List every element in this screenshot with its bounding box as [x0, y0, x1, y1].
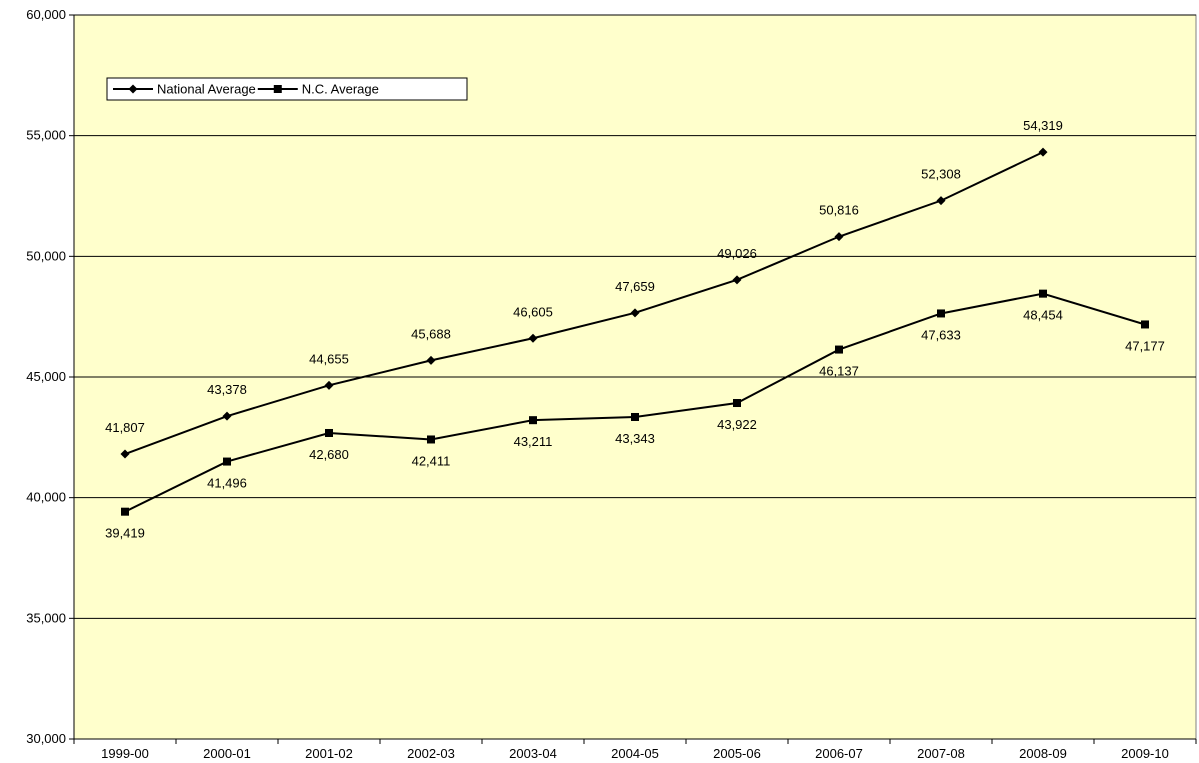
x-tick-label: 2004-05 — [611, 746, 659, 761]
nc-average-point — [325, 428, 333, 437]
x-tick-label: 1999-00 — [101, 746, 149, 761]
national-average-point — [324, 380, 334, 390]
legend-marker — [128, 84, 138, 94]
data-label: 54,319 — [1023, 118, 1063, 133]
y-tick-label: 55,000 — [26, 128, 66, 143]
data-label: 44,655 — [309, 351, 349, 366]
data-label: 47,633 — [921, 327, 961, 342]
nc-average-point — [427, 435, 435, 444]
national-average-point — [834, 232, 844, 242]
nc-average-point — [835, 345, 843, 354]
national-average-point — [732, 275, 742, 285]
nc-average-point — [1141, 320, 1149, 329]
legend-entry: National Average — [113, 82, 256, 97]
x-tick-label: 2001-02 — [305, 746, 353, 761]
data-label: 39,419 — [105, 526, 145, 541]
legend-label: National Average — [157, 82, 256, 97]
nc-average-point — [121, 507, 129, 516]
data-label: 42,411 — [412, 453, 451, 468]
national-average-point — [936, 196, 946, 206]
x-tick-label: 2005-06 — [713, 746, 761, 761]
series-group — [120, 147, 1149, 516]
data-label: 41,496 — [207, 476, 247, 491]
data-label: 52,308 — [921, 167, 961, 182]
y-tick-label: 30,000 — [26, 731, 66, 746]
data-labels: 41,807 43,378 44,655 45,688 46,605 47,659 49,0… — [105, 118, 1165, 541]
x-tick-label: 2007-08 — [917, 746, 965, 761]
data-label: 48,454 — [1023, 308, 1063, 323]
data-label: 43,378 — [207, 382, 247, 397]
data-label: 43,922 — [717, 417, 757, 432]
national-average-point — [630, 308, 640, 318]
legend-marker — [273, 85, 282, 93]
national-average-point — [120, 449, 130, 459]
data-label: 46,605 — [513, 304, 553, 319]
data-label: 46,137 — [819, 364, 859, 379]
national-average-point — [426, 355, 436, 365]
y-tick-label: 45,000 — [26, 369, 66, 384]
y-tick-label: 50,000 — [26, 248, 66, 263]
legend-entry: N.C. Average — [257, 82, 379, 97]
data-label: 49,026 — [717, 246, 757, 261]
nc-average-point — [529, 416, 537, 425]
nc-average-point — [223, 457, 231, 466]
national-average-point — [1038, 147, 1048, 157]
data-label: 45,688 — [411, 326, 451, 341]
nc-average-point — [1039, 289, 1047, 298]
series-line-national-average — [124, 151, 1044, 455]
nc-average-point — [733, 399, 741, 408]
gridlines — [74, 14, 1196, 619]
data-label: 42,680 — [309, 447, 349, 462]
x-tick-label: 2008-09 — [1019, 746, 1067, 761]
y-tick-label: 35,000 — [26, 610, 66, 625]
x-tick-label: 2009-10 — [1121, 746, 1169, 761]
y-tick-label: 40,000 — [26, 490, 66, 505]
national-average-point — [528, 333, 538, 343]
legend: National Average N.C. Average — [106, 77, 468, 101]
nc-average-point — [631, 412, 639, 421]
x-tick-label: 2002-03 — [407, 746, 455, 761]
nc-average-point — [937, 309, 945, 318]
data-label: 47,177 — [1125, 338, 1165, 353]
data-label: 50,816 — [819, 203, 859, 218]
data-label: 43,211 — [514, 434, 553, 449]
data-label: 47,659 — [615, 279, 655, 294]
data-label: 41,807 — [105, 420, 145, 435]
national-average-point — [222, 411, 232, 421]
axes: 30,000 35,000 40,000 45,000 50,000 55,000 60,0… — [26, 7, 1197, 761]
x-tick-label: 2000-01 — [203, 746, 251, 761]
x-tick-label: 2003-04 — [509, 746, 557, 761]
legend-label: N.C. Average — [302, 82, 379, 97]
data-label: 43,343 — [615, 431, 655, 446]
y-tick-label: 60,000 — [26, 7, 66, 22]
x-tick-label: 2006-07 — [815, 746, 863, 761]
